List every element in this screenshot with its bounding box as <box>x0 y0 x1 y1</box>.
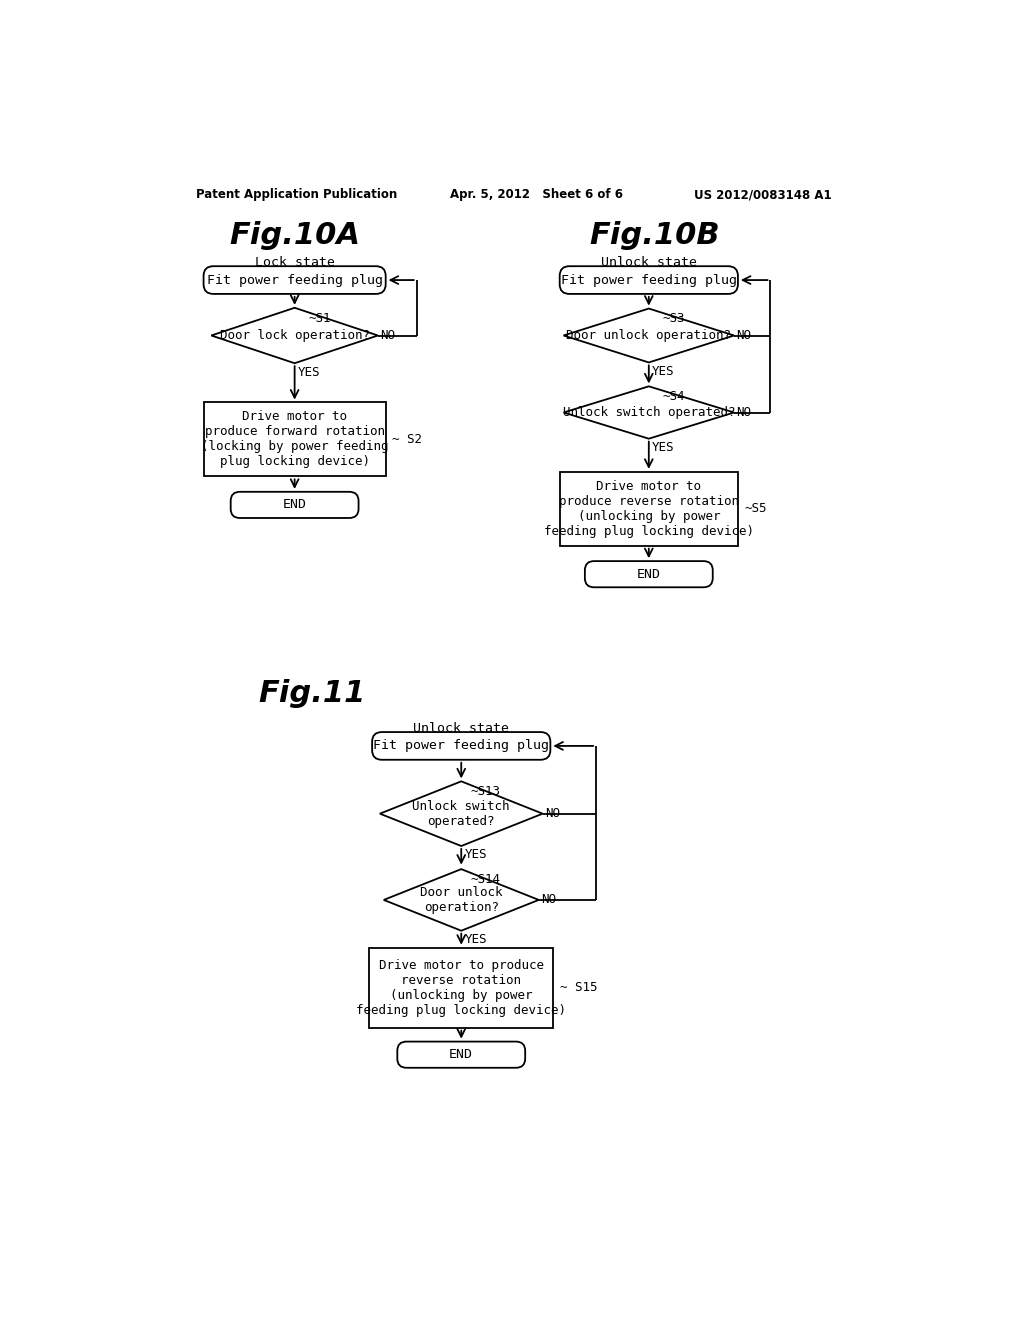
Polygon shape <box>563 387 734 438</box>
FancyBboxPatch shape <box>585 561 713 587</box>
Polygon shape <box>211 308 378 363</box>
Bar <box>369 948 554 1028</box>
Text: Fig.11: Fig.11 <box>258 678 366 708</box>
Text: YES: YES <box>652 441 675 454</box>
Text: Unlock switch
operated?: Unlock switch operated? <box>413 800 510 828</box>
Text: NO: NO <box>541 894 556 907</box>
Text: ~ S2: ~ S2 <box>392 433 422 446</box>
Text: YES: YES <box>298 366 321 379</box>
Text: ~S3: ~S3 <box>663 313 685 326</box>
Text: YES: YES <box>464 933 486 946</box>
Text: ~S4: ~S4 <box>663 391 685 403</box>
Text: Apr. 5, 2012   Sheet 6 of 6: Apr. 5, 2012 Sheet 6 of 6 <box>450 187 623 201</box>
Polygon shape <box>563 309 734 363</box>
Text: Fig.10B: Fig.10B <box>590 220 720 249</box>
Text: Fit power feeding plug: Fit power feeding plug <box>374 739 549 752</box>
Text: END: END <box>283 499 306 511</box>
Text: Door unlock operation?: Door unlock operation? <box>566 329 731 342</box>
Text: YES: YES <box>464 849 486 862</box>
Bar <box>204 403 386 477</box>
Text: NO: NO <box>736 407 752 418</box>
Text: NO: NO <box>380 329 395 342</box>
Text: Fit power feeding plug: Fit power feeding plug <box>207 273 383 286</box>
Text: ~ S15: ~ S15 <box>560 981 597 994</box>
Polygon shape <box>380 781 543 846</box>
Text: Fit power feeding plug: Fit power feeding plug <box>561 273 737 286</box>
Text: ~S14: ~S14 <box>471 873 501 886</box>
Text: US 2012/0083148 A1: US 2012/0083148 A1 <box>693 187 831 201</box>
Text: NO: NO <box>736 329 752 342</box>
Text: NO: NO <box>545 807 560 820</box>
FancyBboxPatch shape <box>230 492 358 517</box>
Text: Unlock state: Unlock state <box>414 722 509 735</box>
Text: Fig.10A: Fig.10A <box>229 220 360 249</box>
FancyBboxPatch shape <box>560 267 738 294</box>
Text: Unlock state: Unlock state <box>601 256 696 269</box>
Text: ~S13: ~S13 <box>471 785 501 799</box>
Polygon shape <box>384 869 539 931</box>
FancyBboxPatch shape <box>372 733 550 760</box>
Text: Door unlock
operation?: Door unlock operation? <box>420 886 503 913</box>
Text: Drive motor to
produce reverse rotation
(unlocking by power
feeding plug locking: Drive motor to produce reverse rotation … <box>544 479 754 537</box>
Bar <box>560 471 738 545</box>
Text: Patent Application Publication: Patent Application Publication <box>197 187 397 201</box>
Text: ~S5: ~S5 <box>744 502 767 515</box>
Text: ~S1: ~S1 <box>308 312 331 325</box>
Text: END: END <box>637 568 660 581</box>
Text: Unlock switch operated?: Unlock switch operated? <box>562 407 735 418</box>
Text: Lock state: Lock state <box>255 256 335 269</box>
FancyBboxPatch shape <box>204 267 386 294</box>
FancyBboxPatch shape <box>397 1041 525 1068</box>
Text: END: END <box>450 1048 473 1061</box>
Text: Drive motor to produce
reverse rotation
(unlocking by power
feeding plug locking: Drive motor to produce reverse rotation … <box>356 958 566 1016</box>
Text: Drive motor to
produce forward rotation
(locking by power feeding
plug locking d: Drive motor to produce forward rotation … <box>201 411 388 469</box>
Text: Door lock operation?: Door lock operation? <box>219 329 370 342</box>
Text: YES: YES <box>652 364 675 378</box>
